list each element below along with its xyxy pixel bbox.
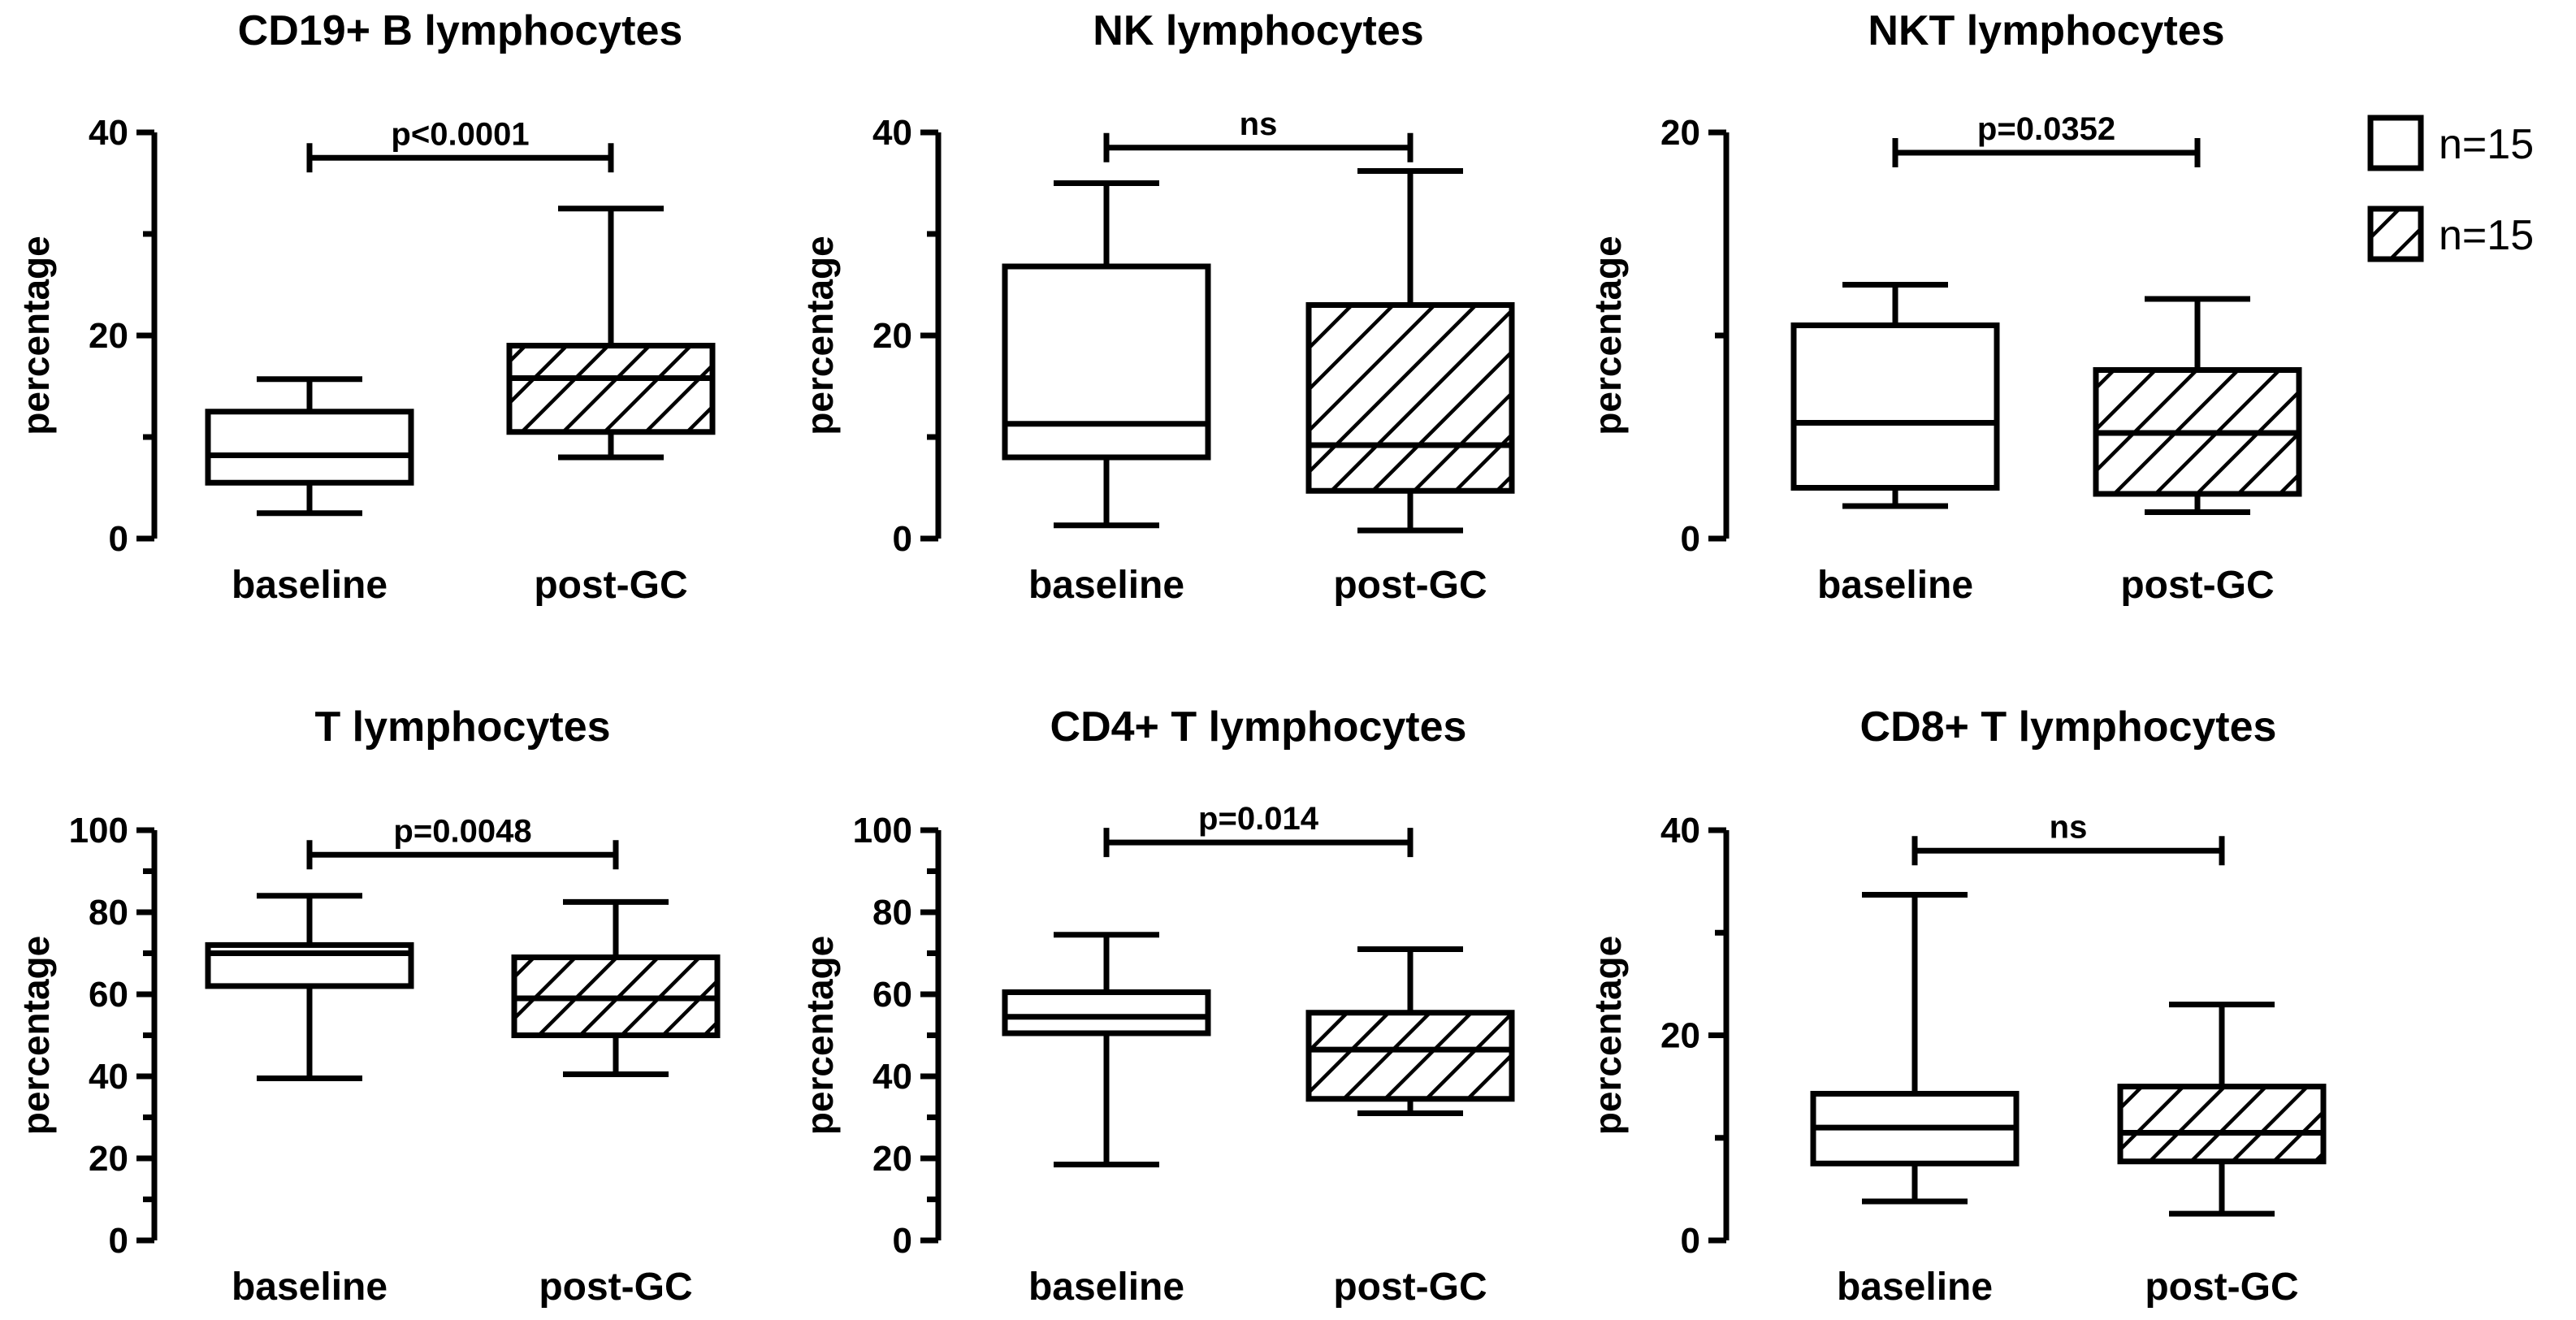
legend: n=15 n=15 [2367, 115, 2534, 262]
y-axis-label: percentage [15, 236, 57, 435]
x-category-label: post-GC [534, 564, 687, 607]
y-tick-label: 20 [872, 316, 912, 356]
y-tick-label: 0 [109, 1221, 128, 1261]
significance-label: p=0.0352 [1977, 111, 2115, 147]
y-tick-label: 0 [1681, 1221, 1700, 1261]
y-tick-label: 40 [872, 1057, 912, 1097]
box-post-GC [506, 206, 716, 461]
box-baseline [205, 376, 414, 517]
box-post-GC [2093, 296, 2302, 515]
box-iqr [1305, 1010, 1515, 1102]
y-tick-label: 100 [69, 811, 128, 850]
panel-6: CD8+ T lymphocytes 0 20 40 percentage baselin… [1587, 703, 2327, 1309]
box-iqr [506, 343, 716, 435]
legend-swatch [2367, 206, 2424, 262]
y-tick-label: 0 [109, 519, 128, 559]
y-tick-label: 60 [89, 975, 128, 1015]
x-category-label: post-GC [2120, 564, 2274, 607]
panel-title: CD19+ B lymphocytes [238, 7, 683, 54]
x-category-label: post-GC [1333, 564, 1487, 607]
panel-title: NKT lymphocytes [1868, 7, 2224, 54]
box-iqr [1790, 322, 2000, 491]
x-category-label: post-GC [539, 1266, 692, 1309]
panel-title: CD8+ T lymphocytes [1860, 703, 2277, 751]
box-baseline [1810, 892, 2020, 1205]
x-category-label: baseline [232, 1266, 387, 1309]
x-category-label: baseline [1028, 1266, 1184, 1309]
box-iqr [2117, 1084, 2327, 1165]
x-category-label: post-GC [2145, 1266, 2298, 1309]
y-tick-label: 20 [1660, 1016, 1700, 1056]
significance-label: p<0.0001 [391, 116, 529, 152]
y-tick-label: 40 [89, 1057, 128, 1097]
y-tick-label: 40 [1660, 811, 1700, 850]
y-tick-label: 40 [89, 113, 128, 153]
box-post-GC [1305, 168, 1515, 534]
y-axis-label: percentage [799, 236, 841, 435]
panel-5: CD4+ T lymphocytes 0 20 40 60 80 100 percentage… [799, 703, 1515, 1309]
y-tick-label: 20 [872, 1139, 912, 1179]
box-baseline [205, 893, 414, 1082]
y-tick-label: 20 [89, 316, 128, 356]
y-tick-label: 0 [893, 519, 912, 559]
box-baseline [1002, 180, 1211, 529]
y-axis-label: percentage [799, 936, 841, 1135]
significance-label: p=0.014 [1198, 801, 1319, 837]
y-tick-label: 20 [89, 1139, 128, 1179]
panel-2: NK lymphocytes 0 20 40 percentage baseline pos… [799, 7, 1515, 607]
y-tick-label: 0 [1681, 519, 1700, 559]
x-category-label: baseline [1817, 564, 1973, 607]
legend-label: n=15 [2439, 212, 2534, 259]
y-tick-label: 20 [1660, 113, 1700, 153]
y-axis-label: percentage [1587, 236, 1629, 435]
box-iqr [1002, 263, 1211, 461]
y-tick-label: 40 [872, 113, 912, 153]
y-tick-label: 60 [872, 975, 912, 1015]
panel-title: NK lymphocytes [1093, 7, 1423, 54]
panel-4: T lymphocytes 0 20 40 60 80 100 percentage basel… [15, 703, 721, 1309]
significance-label: ns [2050, 809, 2088, 845]
box-iqr [1305, 302, 1515, 494]
y-axis-label: percentage [1587, 936, 1629, 1135]
box-post-GC [1305, 946, 1515, 1116]
x-category-label: post-GC [1333, 1266, 1487, 1309]
y-tick-label: 80 [872, 893, 912, 933]
panel-title: CD4+ T lymphocytes [1050, 703, 1467, 751]
box-iqr [205, 409, 414, 486]
y-tick-label: 100 [853, 811, 912, 850]
box-baseline [1002, 932, 1211, 1168]
legend-swatch [2367, 115, 2424, 171]
y-axis-label: percentage [15, 936, 57, 1135]
box-post-GC [2117, 1002, 2327, 1217]
significance-label: ns [1240, 106, 1278, 142]
x-category-label: baseline [1837, 1266, 1993, 1309]
significance-label: p=0.0048 [393, 813, 531, 849]
panel-3: NKT lymphocytes 0 20 percentage baseline post… [1587, 7, 2302, 607]
y-tick-label: 80 [89, 893, 128, 933]
box-post-GC [511, 898, 721, 1077]
box-iqr [1002, 989, 1211, 1037]
x-category-label: baseline [1028, 564, 1184, 607]
panel-title: T lymphocytes [314, 703, 610, 751]
y-tick-label: 0 [893, 1221, 912, 1261]
box-baseline [1790, 282, 2000, 509]
legend-label: n=15 [2439, 121, 2534, 168]
panel-1: CD19+ B lymphocytes 0 20 40 percentage baseli… [15, 7, 716, 607]
x-category-label: baseline [232, 564, 387, 607]
